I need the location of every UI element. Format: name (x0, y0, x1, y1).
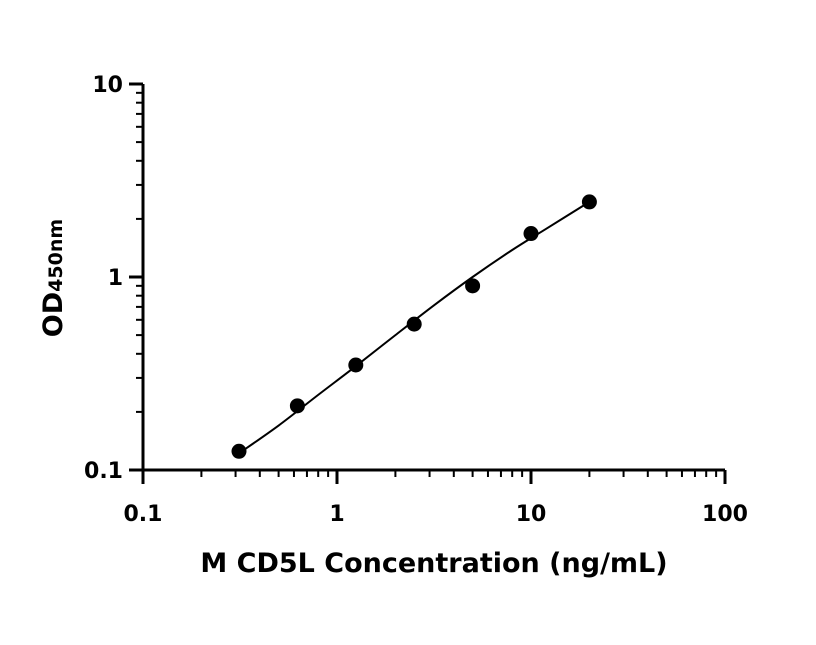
x-tick-label: 0.1 (124, 502, 163, 527)
y-tick-label: 1 (108, 266, 123, 291)
data-point (348, 357, 364, 373)
x-tick-label: 100 (702, 502, 748, 527)
y-axis-title-main: OD (38, 292, 69, 337)
data-point (523, 226, 539, 242)
x-tick-label: 10 (516, 502, 547, 527)
axes: 0.1 1 10 100 0.1 1 10 (84, 73, 748, 527)
data-points-layer (231, 194, 597, 459)
labels-layer: M CD5L Concentration (ng/mL) OD450nm (38, 219, 668, 579)
y-tick-label: 10 (92, 73, 123, 98)
y-tick-label: 0.1 (84, 459, 123, 484)
y-axis-title-subscript: 450nm (45, 219, 67, 292)
y-axis-title: OD450nm (38, 219, 69, 337)
data-point (289, 398, 305, 414)
data-point (465, 278, 481, 294)
x-axis-title: M CD5L Concentration (ng/mL) (200, 548, 667, 579)
x-tick-label: 1 (329, 502, 344, 527)
data-point (231, 443, 247, 459)
data-point (406, 316, 422, 332)
data-point (581, 194, 597, 210)
